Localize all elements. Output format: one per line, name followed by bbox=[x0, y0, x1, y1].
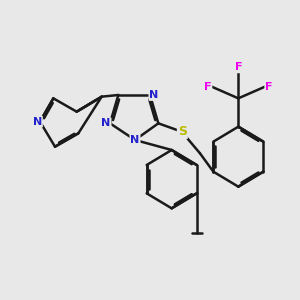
Text: N: N bbox=[149, 90, 159, 100]
Text: S: S bbox=[178, 125, 187, 138]
Text: F: F bbox=[235, 62, 242, 72]
Text: N: N bbox=[33, 117, 42, 127]
Text: N: N bbox=[130, 135, 140, 145]
Text: F: F bbox=[265, 82, 273, 92]
Text: F: F bbox=[204, 82, 212, 92]
Text: N: N bbox=[101, 118, 111, 128]
